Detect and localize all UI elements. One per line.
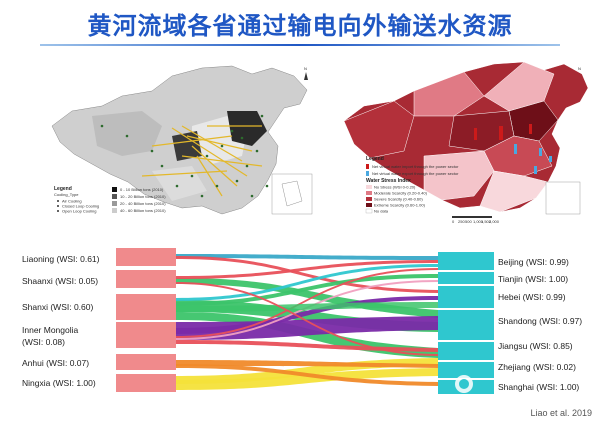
wsi-legend-items: No Stress (WSI 0-0.20) Moderate Scarcity… [365,185,428,214]
node-ningxia [116,374,176,392]
target-label-shandong: Shandong (WSI: 0.97) [498,316,583,326]
node-inner-mongolia [116,322,176,348]
target-label-jiangsu: Jiangsu (WSI: 0.85) [498,341,573,351]
source-label-inner-mongolia-wsi: (WSI: 0.08) [22,337,65,347]
scale-bar: 0 250 500 1,000 1,500 2,000 [452,216,500,224]
target-label-hebei: Hebei (WSI: 0.99) [498,292,566,302]
svg-text:1,000: 1,000 [473,219,484,224]
flow-innermongolia-shandong [176,316,438,340]
wsi-legend-title: Water Stress Index [366,178,411,184]
svg-text:Moderate Scarcity (0.20-0.40): Moderate Scarcity (0.20-0.40) [374,191,428,196]
north-arrow-right: N [578,66,581,71]
flow-shanxi-beijing [176,264,438,301]
svg-text:2,000: 2,000 [489,219,500,224]
maps-panel: N Legend Cooling_Type Air Cooling Closed… [51,61,588,224]
target-label-tianjin: Tianjin (WSI: 1.00) [498,274,569,284]
target-label-shanghai: Shanghai (WSI: 1.00) [498,382,580,392]
svg-text:No Stress (WSI 0-0.20): No Stress (WSI 0-0.20) [374,185,416,190]
sankey-flows [176,254,438,390]
transmission-lines [141,125,263,197]
flow-ningxia-zhejiang [176,368,438,390]
left-size-legend: 0 - 10 Billion tons (2010) 10 - 20 Billi… [112,187,166,213]
sankey-source-nodes [116,248,176,392]
flow-liaoning-beijing [176,254,438,260]
flow-innermongolia-hebei [176,296,438,334]
node-anhui [116,354,176,370]
flow-innermongolia-jiangsu [176,340,438,352]
inset-map-right [545,181,581,215]
node-shaanxi [116,270,176,288]
right-legend-title: Legend [366,156,384,162]
node-shandong [438,310,494,340]
sankey-target-nodes [438,252,494,394]
china-map-water-stress: N Legend Net virtual water import throug… [343,61,588,224]
node-hebei [438,286,494,308]
svg-text:20 - 40 Billion tons (2010): 20 - 40 Billion tons (2010) [120,201,166,206]
source-label-inner-mongolia: Inner Mongolia [22,325,79,335]
svg-text:Closed Loop Cooling: Closed Loop Cooling [62,204,99,209]
svg-text:10 - 20 Billion tons (2010): 10 - 20 Billion tons (2010) [120,194,166,199]
north-arrow-left: N [304,66,307,71]
svg-text:Extreme Scarcity (0.60-1.00): Extreme Scarcity (0.60-1.00) [374,203,426,208]
left-legend-subtitle: Cooling_Type [54,192,79,197]
source-label-shaanxi: Shaanxi (WSI: 0.05) [22,276,99,286]
svg-text:No data: No data [374,209,389,214]
node-liaoning [116,248,176,266]
inset-map-left [271,173,313,215]
source-label-liaoning: Liaoning (WSI: 0.61) [22,254,100,264]
svg-text:Open Loop Cooling: Open Loop Cooling [62,209,96,214]
flow-anhui-shanghai [176,364,438,386]
right-legend-import: Net virtual water import through the pow… [372,164,459,169]
china-map-cooling: N Legend Cooling_Type Air Cooling Closed… [51,65,313,215]
right-legend-export: Net virtual water export through the pow… [372,171,459,176]
import-export-bars [474,124,552,174]
node-shanxi [116,294,176,320]
watermark-logo [455,375,473,393]
title-underline [40,44,560,46]
flow-shanxi-tianjin [176,274,438,306]
target-label-zhejiang: Zhejiang (WSI: 0.02) [498,362,576,372]
sankey-diagram [116,248,494,394]
node-jiangsu [438,342,494,360]
svg-text:Severe Scarcity (0.40-0.60): Severe Scarcity (0.40-0.60) [374,197,423,202]
left-legend-title: Legend [54,186,72,192]
svg-text:Air Cooling: Air Cooling [62,199,82,204]
source-label-anhui: Anhui (WSI: 0.07) [22,358,90,368]
flow-liaoning-hebei [176,256,438,293]
svg-text:250: 250 [458,219,465,224]
node-tianjin [438,272,494,284]
source-label-shanxi: Shanxi (WSI: 0.60) [22,302,94,312]
source-label-ningxia: Ningxia (WSI: 1.00) [22,378,96,388]
svg-text:0 - 10 Billion tons (2010): 0 - 10 Billion tons (2010) [120,187,164,192]
power-plant-dots [100,114,269,198]
slide-title: 黄河流域各省通过输电向外输送水资源 [87,12,513,40]
svg-text:500: 500 [465,219,472,224]
node-zhejiang [438,362,494,378]
svg-text:1,500: 1,500 [481,219,492,224]
svg-text:0: 0 [452,219,455,224]
left-legend-items: Air Cooling Closed Loop Cooling Open Loo… [57,199,99,214]
target-label-beijing: Beijing (WSI: 0.99) [498,257,569,267]
flow-shaanxi-beijing [176,260,438,279]
citation-credit: Liao et al. 2019 [530,408,592,418]
flow-shanxi-hebei [176,302,438,312]
svg-text:40 - 60 Billion tons (2010): 40 - 60 Billion tons (2010) [120,208,166,213]
node-beijing [438,252,494,270]
